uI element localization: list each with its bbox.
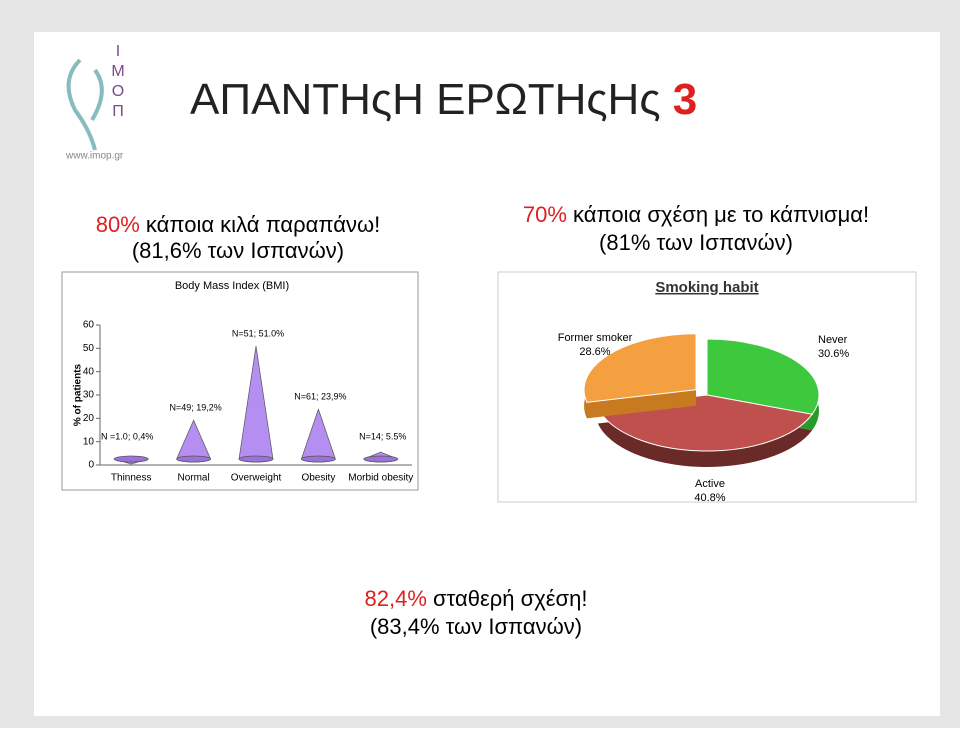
x-tick-label: Morbid obesity (348, 473, 413, 484)
slice-value-label: 30.6% (818, 348, 849, 360)
cone-base (301, 455, 336, 463)
x-tick-label: Obesity (301, 473, 335, 484)
slice-label: Active (695, 478, 725, 490)
cone-base (363, 455, 399, 463)
y-tick-label: 30 (83, 390, 95, 401)
cone-base (113, 455, 149, 463)
note-percent: 80% (96, 212, 140, 237)
slide-title: ΑΠΑΝΤΗςΗ ΕΡΩΤΗςΗς 3 (190, 75, 697, 124)
note-sub: (81,6% των Ισπανών) (132, 238, 344, 263)
y-axis-label: % of patients (73, 363, 84, 426)
value-label: N=49; 19,2% (169, 403, 221, 413)
value-label: N=51; 51.0% (232, 328, 284, 338)
y-tick-label: 50 (83, 343, 95, 354)
x-tick-label: Thinness (111, 473, 152, 484)
value-label: N =1.0; 0,4% (101, 431, 153, 441)
pie-chart-title: Smoking habit (655, 279, 758, 296)
cone-base (176, 455, 211, 463)
pie-slice (583, 333, 697, 403)
slice-label: Never (818, 334, 848, 346)
note-percent: 70% (523, 202, 567, 227)
note: 82,4% σταθερή σχέση! (365, 586, 588, 611)
x-tick-label: Overweight (231, 473, 282, 484)
title-number: 3 (673, 75, 697, 124)
y-tick-label: 20 (83, 413, 95, 424)
y-tick-label: 0 (88, 460, 94, 471)
cone-base (238, 455, 274, 463)
value-label: N=14; 5.5% (359, 431, 406, 441)
slice-value-label: 28.6% (579, 346, 610, 358)
logo-letter: Π (112, 103, 124, 120)
slice-label: Former smoker (558, 332, 633, 344)
logo-letter: Μ (111, 63, 124, 80)
logo-letter: Ι (116, 43, 120, 60)
note-text: σταθερή σχέση! (433, 586, 587, 611)
x-tick-label: Normal (177, 473, 209, 484)
logo-url: www.imop.gr (65, 151, 124, 162)
value-label: N=61; 23,9% (294, 392, 346, 402)
y-tick-label: 60 (83, 320, 95, 331)
note: 80% κάποια κιλά παραπάνω! (96, 212, 381, 237)
logo-mark (66, 58, 104, 151)
title-text: ΑΠΑΝΤΗςΗ ΕΡΩΤΗςΗς (190, 75, 661, 124)
slice-value-label: 40.8% (694, 492, 725, 504)
bar-chart-title: Body Mass Index (BMI) (175, 280, 289, 292)
note-text: κάποια κιλά παραπάνω! (146, 212, 380, 237)
y-tick-label: 40 (83, 366, 95, 377)
y-tick-label: 10 (83, 436, 95, 447)
note: 70% κάποια σχέση με το κάπνισμα! (523, 202, 869, 227)
logo-letter: Ο (112, 83, 124, 100)
note-sub: (83,4% των Ισπανών) (370, 614, 582, 639)
note-text: κάποια σχέση με το κάπνισμα! (573, 202, 869, 227)
note-percent: 82,4% (365, 586, 427, 611)
note-sub: (81% των Ισπανών) (599, 230, 793, 255)
pie-slice (706, 338, 820, 415)
